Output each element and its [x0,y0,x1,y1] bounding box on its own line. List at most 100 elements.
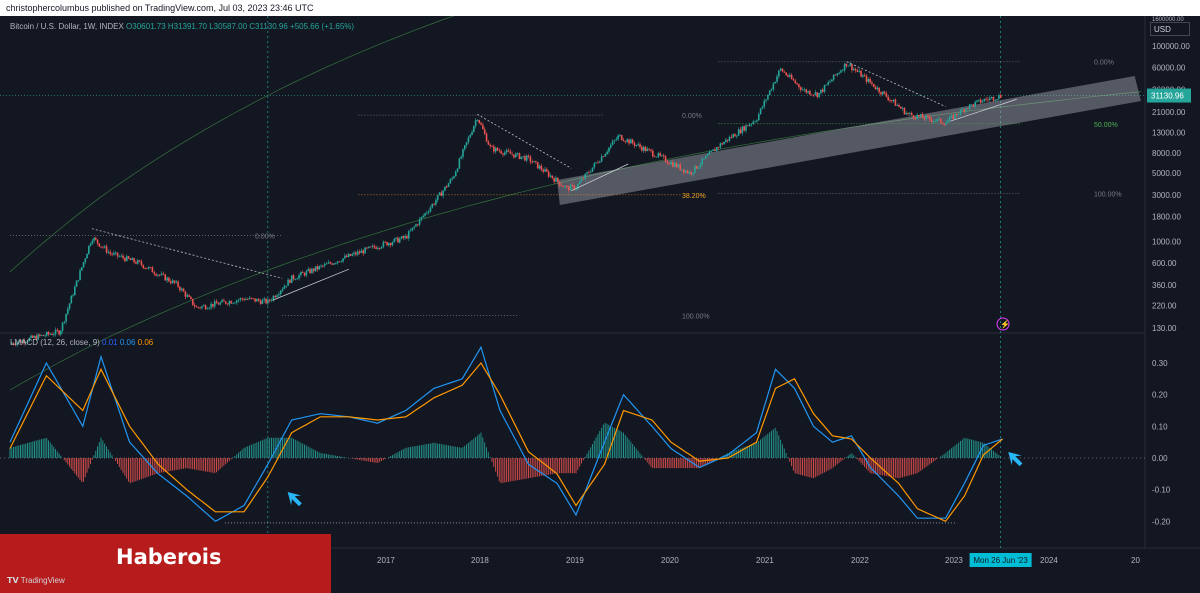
candle-body [347,253,350,258]
time-tick-label: 2021 [756,556,774,565]
candle-body [279,290,282,295]
candle-body [918,115,920,117]
candle-body [829,81,831,83]
candle-body [688,171,691,174]
candle-body [745,125,747,131]
candle-body [609,144,612,148]
candle-body [175,281,178,283]
candle-body [23,340,25,343]
candle-body [582,178,585,180]
candle-body [89,243,92,246]
candle-body [761,106,764,109]
candle-body [854,68,857,71]
candle-body [149,267,152,268]
candle-body [772,83,775,90]
candle-body [353,252,355,255]
candle-body [950,115,953,117]
candle-body [303,272,306,276]
candle-body [386,242,388,246]
price-tick-label: 130.00 [1152,324,1177,333]
macd-tick-label: 0.30 [1152,359,1168,368]
candle-body [703,158,705,160]
tradingview-logo[interactable]: 𝗧𝗩 TradingView [7,576,65,585]
candle-body [21,340,24,343]
candle-body [98,243,101,247]
candle-body [807,91,809,93]
candle-body [681,169,683,171]
candle-body [723,141,725,145]
candle-body [840,70,842,73]
candle-body [739,129,742,134]
candle-body [652,150,654,157]
ohlc-values: O30601.73 H31391.70 L30587.00 C31130.96 … [126,22,355,31]
candle-body [206,308,209,310]
candle-body [380,246,383,249]
candle-body [157,274,159,276]
candle-body [14,344,17,346]
candle-body [342,258,344,262]
candle-body [974,101,976,107]
candle-body [794,80,797,84]
candle-body [235,300,238,303]
currency-badge[interactable]: USD [1150,22,1190,36]
candle-body [604,153,607,157]
candle-body [957,114,960,116]
candle-body [633,143,636,146]
candle-body [39,334,41,336]
candle-body [544,169,546,172]
candle-body [871,82,873,84]
candle-body [420,216,423,220]
candle-body [849,64,851,66]
candle-body [465,142,468,146]
candle-body [86,253,88,259]
candle-body [267,299,269,304]
candle-body [37,334,39,340]
candle-body [872,83,875,87]
candle-body [959,109,962,115]
candle-body [369,246,372,248]
candle-body [395,237,397,239]
candle-body [158,274,161,276]
candle-body [954,113,956,120]
time-tick-label: 2019 [566,556,584,565]
candle-body [562,185,565,188]
candle-body [956,113,958,116]
price-chart[interactable]: 130.00 220.00 360.00 600.00 1000.00 1800.00 30… [0,16,1200,593]
candle-body [533,161,535,163]
candle-body [613,140,616,142]
candle-body [409,230,412,232]
candle-body [364,247,366,254]
candle-body [968,104,971,109]
candle-body [704,156,707,159]
price-tick-label: 60000.00 [1152,64,1186,73]
symbol-legend[interactable]: Bitcoin / U.S. Dollar, 1W, INDEX O30601.… [10,22,354,31]
indicator-legend[interactable]: LMACD (12, 26, close, 9) 0.01 0.06 0.06 [10,338,153,347]
candle-body [573,185,576,190]
candle-body [549,175,552,177]
trend-line [91,228,283,279]
candle-body [153,272,156,274]
candle-body [505,150,508,153]
candle-body [930,119,933,122]
candle-body [714,149,716,151]
candle-body [728,136,731,141]
candle-body [53,334,55,336]
candle-body [56,329,59,331]
candle-body [358,251,361,253]
candle-body [42,335,45,336]
candle-body [659,153,661,156]
candle-body [309,269,311,274]
fib-level-label: 0.00% [1094,60,1114,67]
candle-body [792,78,795,81]
candle-body [708,151,711,155]
candle-body [323,263,326,266]
candle-body [118,256,121,258]
support-band [557,76,1141,205]
candle-body [407,231,410,239]
candle-body [620,135,623,141]
candle-body [327,262,330,264]
candle-body [331,263,333,265]
current-price-tag [1147,88,1191,103]
candle-body [661,155,663,157]
candle-body [60,330,62,335]
